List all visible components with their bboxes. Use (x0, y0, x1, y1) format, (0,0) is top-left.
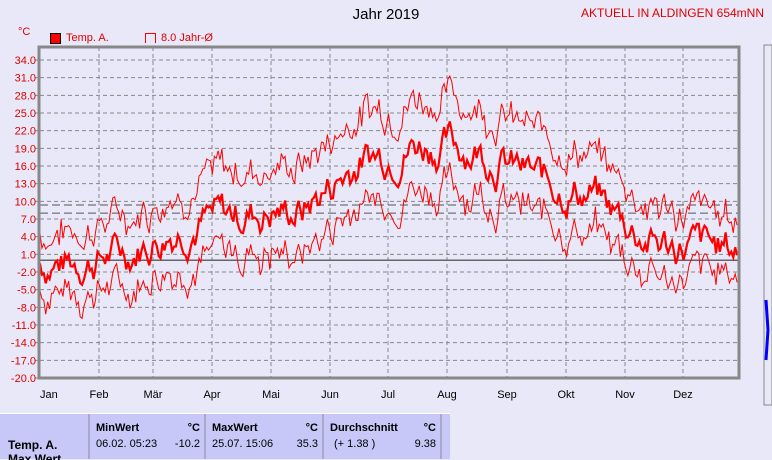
x-tick-label: Mär (144, 389, 163, 401)
plot-frame (37, 45, 741, 380)
avg-column: Durchschnitt °C (+ 1.38 ) 9.38 (322, 414, 440, 459)
max-unit: °C (305, 422, 318, 434)
series-mean-line (38, 121, 739, 287)
y-tick-label: 16.0 (15, 161, 36, 173)
y-tick-label: -5.0 (17, 285, 36, 297)
legend-label: Temp. A. (66, 32, 109, 44)
legend-item-temp: Temp. A. (50, 32, 109, 44)
min-value: -10.2 (174, 438, 200, 450)
avg-unit: °C (423, 422, 436, 434)
x-tick-label: Mai (262, 389, 280, 401)
row-label-2: Max Wert (8, 454, 61, 460)
avg-header: Durchschnitt (330, 422, 398, 434)
series-min-line (39, 162, 738, 320)
side-panel (763, 44, 772, 406)
x-tick-label: Aug (437, 389, 457, 401)
legend-label: 8.0 Jahr-Ø (161, 32, 213, 44)
series-max-line (39, 74, 738, 251)
y-tick-label: 28.0 (15, 90, 36, 102)
chart-title: Jahr 2019 (352, 6, 420, 23)
y-tick-label: 10.0 (15, 196, 36, 208)
legend-swatch-outline (145, 33, 156, 43)
legend-swatch-filled (50, 32, 61, 44)
x-tick-label: Feb (90, 389, 109, 401)
temperature-chart: 34.0 31.0 28.0 25.0 22.0 19.0 16.0 13.0 10.0 7.0 4… (11, 44, 772, 406)
y-tick-label: 31.0 (15, 73, 36, 85)
y-tick-label: 19.0 (15, 143, 36, 155)
legend-item-avg: 8.0 Jahr-Ø (145, 32, 213, 44)
x-tick-label: Jul (381, 389, 395, 401)
side-mini-plot (764, 299, 770, 361)
min-header: MinWert (96, 422, 140, 434)
x-tick-label: Sep (497, 389, 517, 401)
y-axis-unit: °C (18, 26, 31, 38)
avg-diff: (+ 1.38 ) (334, 438, 376, 450)
x-tick-label: Okt (557, 389, 574, 401)
station-label: AKTUELL IN ALDINGEN 654mNN (581, 6, 764, 20)
y-tick-label: 1.0 (21, 249, 36, 261)
max-column: MaxWert °C 25.07. 15:06 35.3 (204, 414, 322, 459)
y-tick-label: 34.0 (15, 55, 36, 67)
x-tick-label: Dez (673, 389, 693, 401)
max-header: MaxWert (212, 422, 258, 434)
row-label: Temp. A. (8, 438, 58, 452)
y-tick-label: -14.0 (11, 338, 36, 350)
y-tick-label: 13.0 (15, 179, 36, 191)
avg-value: 9.38 (414, 438, 436, 450)
min-column: MinWert °C 06.02. 05:23 -10.2 (88, 414, 204, 459)
y-tick-label: 25.0 (15, 108, 36, 120)
y-tick-label: -8.0 (17, 302, 36, 314)
table-spacer (440, 414, 450, 459)
x-tick-label: Nov (615, 389, 635, 401)
y-tick-label: -20.0 (11, 373, 36, 385)
y-tick-label: 7.0 (21, 214, 36, 226)
min-unit: °C (187, 422, 200, 434)
stats-table: Temp. A. Max Wert MinWert °C 06.02. 05:2… (0, 413, 450, 460)
y-tick-label: -11.0 (12, 320, 36, 332)
y-tick-label: 22.0 (15, 126, 36, 138)
x-tick-label: Jun (321, 389, 339, 401)
x-tick-label: Apr (203, 389, 220, 401)
min-date: 06.02. 05:23 (96, 438, 158, 450)
y-tick-label: -17.0 (11, 355, 36, 367)
max-date: 25.07. 15:06 (212, 438, 274, 450)
x-tick-label: Jan (40, 389, 58, 401)
y-tick-label: -2.0 (17, 267, 36, 279)
y-tick-label: 4.0 (21, 232, 36, 244)
max-value: 35.3 (296, 438, 318, 450)
